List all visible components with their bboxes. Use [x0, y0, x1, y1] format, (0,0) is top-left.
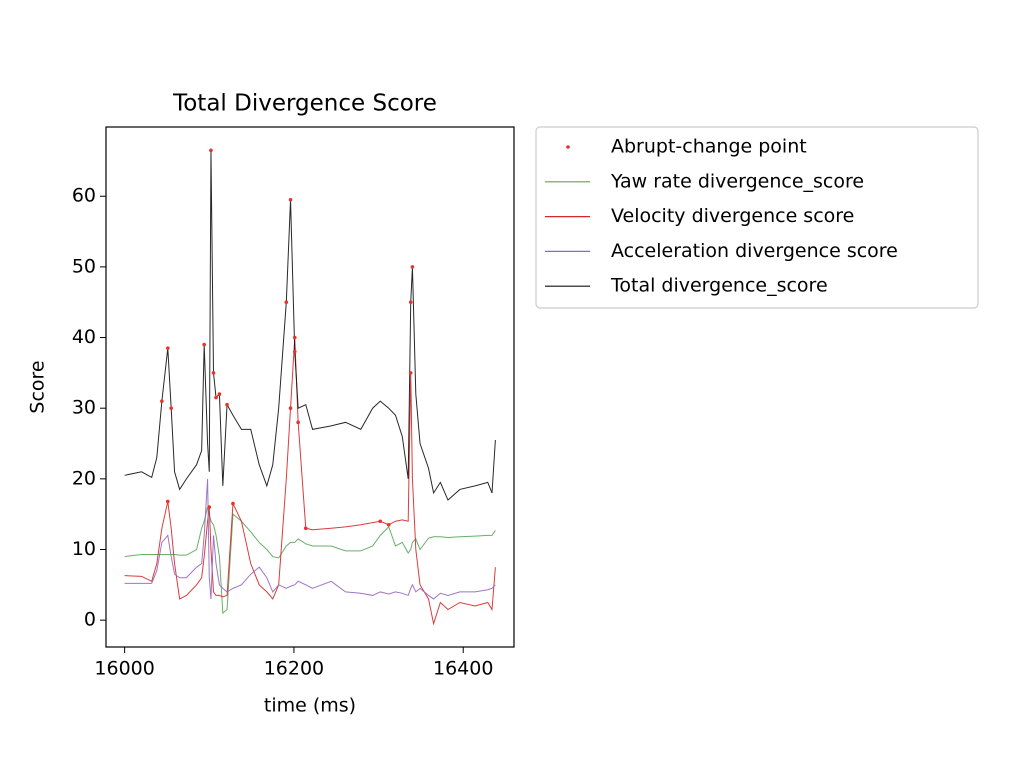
change-point — [225, 402, 229, 407]
series-line — [124, 478, 496, 600]
y-tick-label: 60 — [72, 185, 96, 207]
x-tick-label: 16000 — [94, 658, 154, 680]
legend-marker — [566, 145, 570, 149]
change-point — [288, 197, 293, 202]
change-point — [292, 335, 297, 340]
change-point — [410, 265, 415, 269]
x-tick-label: 16200 — [264, 658, 324, 680]
change-point — [378, 519, 383, 524]
x-axis-label: time (ms) — [264, 695, 356, 717]
x-tick-label: 16400 — [433, 658, 493, 680]
y-axis-label: Score — [27, 360, 49, 413]
chart-title: Total Divergence Score — [172, 91, 437, 117]
legend-label: Velocity divergence score — [611, 205, 854, 227]
legend-box — [535, 126, 979, 309]
change-point — [386, 522, 391, 527]
legend-label: Acceleration divergence score — [611, 240, 898, 262]
change-point — [231, 501, 235, 506]
y-tick-label: 0 — [84, 609, 96, 631]
change-point — [303, 526, 308, 531]
change-point — [169, 406, 173, 410]
change-point — [209, 148, 213, 153]
change-point — [217, 392, 222, 396]
series-line — [124, 506, 496, 615]
plot-frame — [105, 126, 515, 648]
y-tick-label: 10 — [72, 538, 96, 560]
change-point — [296, 420, 300, 425]
y-tick-label: 30 — [72, 397, 96, 419]
change-point — [292, 349, 297, 354]
change-point — [165, 499, 170, 504]
legend-label: Yaw rate divergence_score — [610, 170, 864, 192]
series-line — [124, 150, 496, 501]
change-point — [408, 300, 413, 305]
change-point — [202, 342, 206, 347]
change-point — [160, 399, 164, 403]
series-line — [124, 337, 496, 626]
change-point — [207, 505, 212, 509]
change-point — [165, 346, 170, 350]
y-tick-label: 40 — [72, 326, 96, 348]
change-point — [284, 300, 289, 305]
legend-label: Abrupt-change point — [611, 136, 807, 158]
legend-label: Total divergence_score — [610, 275, 828, 297]
y-tick-label: 50 — [72, 255, 96, 277]
change-point — [408, 371, 413, 375]
change-point — [211, 371, 216, 375]
change-point — [214, 395, 218, 400]
change-point — [288, 406, 293, 410]
y-tick-label: 20 — [72, 467, 96, 489]
